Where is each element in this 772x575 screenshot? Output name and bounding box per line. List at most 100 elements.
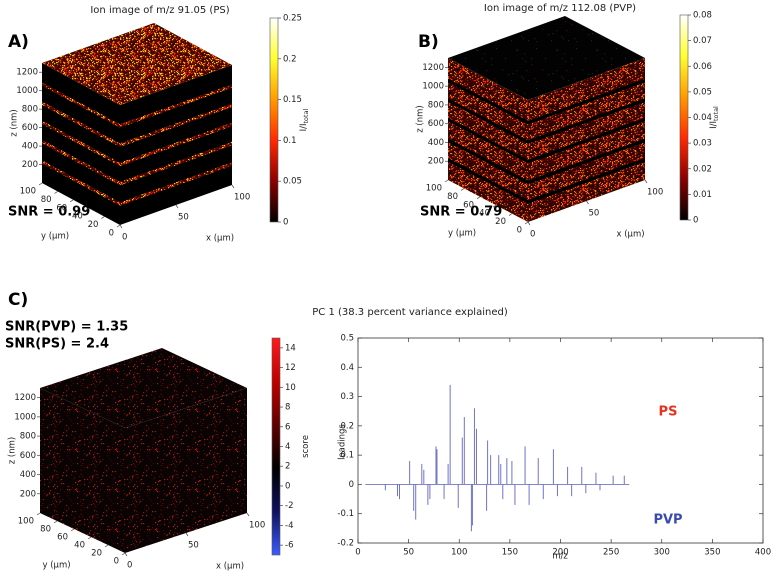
colorbar-tick-label: 0.04 bbox=[693, 113, 712, 123]
x-tick bbox=[586, 200, 589, 205]
x-tick bbox=[231, 184, 235, 189]
y-tick bbox=[36, 512, 41, 516]
y-tick bbox=[70, 199, 74, 203]
y-tick-label: 40 bbox=[72, 212, 83, 222]
cube-layer bbox=[448, 138, 528, 185]
x-axis-label: m/z bbox=[552, 552, 568, 562]
snr-annotation: SNR = 0.99 bbox=[8, 205, 90, 220]
z-axis-label: z (nm) bbox=[10, 109, 20, 136]
colorbar-tick-label: 0.03 bbox=[693, 139, 712, 149]
y-tick bbox=[85, 207, 89, 211]
snr-annotation: SNR(PS) = 2.4 bbox=[5, 337, 109, 352]
z-tick-label: 800 bbox=[20, 432, 36, 442]
colorbar-tick-label: 2 bbox=[285, 462, 290, 472]
y-tick-label: 100 bbox=[18, 517, 34, 527]
x-tick bbox=[124, 552, 128, 557]
x-tick bbox=[119, 224, 123, 229]
cube-layer bbox=[528, 158, 645, 204]
colorbar-tick-label: 0.07 bbox=[693, 36, 712, 46]
x-tick-label: 150 bbox=[502, 548, 518, 558]
colorbar-tick-label: 0.06 bbox=[693, 62, 712, 72]
colorbar-tick-label: 0.05 bbox=[693, 87, 712, 97]
colorbar-tick-label: 0.25 bbox=[283, 14, 302, 24]
y-tick-label: 100 bbox=[426, 184, 442, 194]
y-tick bbox=[524, 221, 529, 225]
y-tick bbox=[121, 552, 126, 556]
y-tick bbox=[508, 213, 513, 216]
z-tick-label: 800 bbox=[428, 100, 444, 110]
x-tick-label: 0 bbox=[355, 548, 360, 558]
y-tick-label: 60 bbox=[57, 533, 68, 543]
cube-top-face bbox=[42, 23, 232, 105]
y-tick-label: 60 bbox=[56, 203, 67, 213]
cube-layer bbox=[528, 138, 645, 185]
x-tick-label: 200 bbox=[552, 548, 568, 558]
panel-label: C) bbox=[8, 290, 28, 310]
z-tick-label: 1200 bbox=[422, 63, 444, 73]
colorbar-tick-label: -6 bbox=[285, 541, 293, 551]
chart-title: Ion image of m/z 91.05 (PS) bbox=[90, 5, 229, 16]
y-axis-label: loadings bbox=[338, 424, 348, 460]
colorbar-label: I/Itotal bbox=[299, 108, 311, 131]
x-tick-label: 100 bbox=[647, 188, 663, 198]
y-tick-label: 0.2 bbox=[340, 421, 354, 431]
y-tick bbox=[87, 536, 92, 540]
cube-layer bbox=[120, 103, 232, 147]
z-tick-label: 600 bbox=[428, 119, 444, 129]
y-tick bbox=[101, 216, 105, 219]
colorbar bbox=[271, 337, 281, 556]
colorbar-tick-label: -4 bbox=[285, 521, 293, 531]
colorbar-tick-label: 0.1 bbox=[283, 136, 297, 146]
colorbar-label-main: I/I bbox=[299, 123, 309, 131]
y-tick-label: 80 bbox=[40, 525, 51, 535]
cube-right-face bbox=[125, 388, 247, 553]
colorbar-label: score bbox=[301, 435, 311, 458]
colorbar-label: I/Itotal bbox=[709, 106, 721, 129]
chart-title: Ion image of m/z 112.08 (PVP) bbox=[484, 3, 636, 14]
colorbar-label-sub: total bbox=[302, 108, 310, 123]
x-tick bbox=[175, 204, 179, 209]
cube-layer bbox=[120, 162, 232, 206]
z-tick-label: 600 bbox=[20, 451, 36, 461]
x-axis-label: x (µm) bbox=[216, 562, 244, 572]
colorbar-tick-label: 0.02 bbox=[693, 164, 712, 174]
y-tick-label: 20 bbox=[91, 549, 102, 559]
x-tick-label: 400 bbox=[755, 548, 771, 558]
y-tick-label: 0.5 bbox=[340, 334, 354, 344]
cube-layer bbox=[528, 98, 645, 144]
x-tick bbox=[246, 512, 250, 517]
y-axis-label: y (µm) bbox=[448, 229, 476, 239]
colorbar-tick-label: 10 bbox=[285, 383, 296, 393]
y-tick-label: 0.4 bbox=[340, 363, 354, 373]
panel-label: A) bbox=[8, 32, 29, 52]
y-axis-label: y (µm) bbox=[41, 232, 69, 242]
x-tick-label: 0 bbox=[122, 233, 127, 243]
colorbar-tick-label: 0.05 bbox=[283, 177, 302, 187]
colorbar-tick-label: 12 bbox=[285, 363, 296, 373]
y-tick-label: 60 bbox=[463, 200, 474, 210]
colorbar-tick-label: 14 bbox=[285, 343, 296, 353]
x-tick-label: 100 bbox=[249, 521, 265, 531]
colorbar-tick-label: 0.08 bbox=[693, 11, 712, 21]
cube-layer bbox=[448, 78, 528, 125]
x-axis-label: x (µm) bbox=[617, 230, 645, 240]
z-axis-label: z (nm) bbox=[416, 105, 426, 132]
x-tick-label: 50 bbox=[403, 548, 414, 558]
colorbar-tick-label: 0 bbox=[693, 216, 698, 226]
y-tick bbox=[444, 179, 449, 183]
cube-layer bbox=[42, 101, 120, 147]
cube-layer bbox=[448, 117, 528, 164]
y-tick-label: 80 bbox=[447, 192, 458, 202]
chart-title: PC 1 (38.3 percent variance explained) bbox=[312, 307, 508, 318]
y-tick-label: -0.1 bbox=[337, 509, 354, 519]
cube-layer bbox=[42, 120, 120, 167]
y-tick bbox=[53, 520, 58, 524]
y-tick-label: 40 bbox=[74, 541, 85, 551]
y-tick bbox=[104, 544, 109, 548]
x-tick-label: 100 bbox=[234, 193, 250, 203]
x-tick-label: 0 bbox=[530, 230, 535, 240]
y-tick bbox=[70, 528, 75, 532]
z-tick-label: 400 bbox=[22, 142, 38, 152]
y-tick-label: 0.1 bbox=[340, 451, 354, 461]
cube-layer bbox=[42, 139, 120, 186]
